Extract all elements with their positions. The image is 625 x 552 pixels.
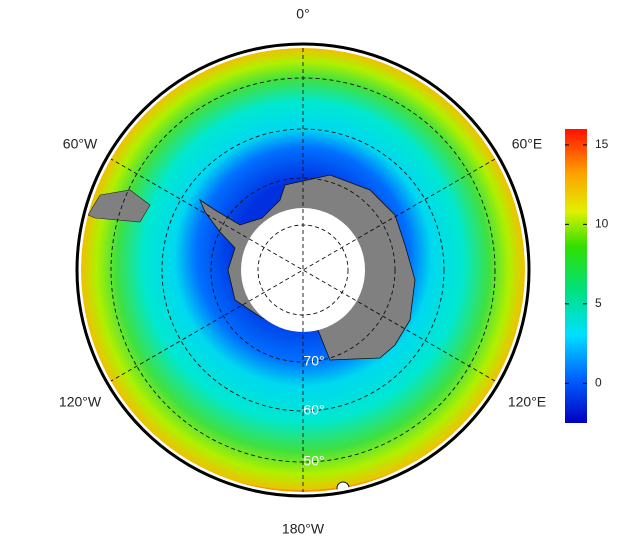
longitude-label: 0° xyxy=(296,6,309,22)
latitude-label: 50° xyxy=(303,453,324,469)
map-border xyxy=(75,42,531,498)
longitude-label: 120°W xyxy=(59,394,102,410)
map-area xyxy=(81,48,525,492)
colorbar-tick-label: 5 xyxy=(595,296,602,310)
land xyxy=(87,189,151,223)
graticule xyxy=(110,48,496,492)
pole-hole xyxy=(241,208,365,332)
warm-region xyxy=(190,470,420,492)
latitude-label: 70° xyxy=(303,353,324,369)
latitude-label: 60° xyxy=(303,402,324,418)
longitude-label: 120°E xyxy=(508,394,546,410)
longitude-label: 180°W xyxy=(282,521,325,537)
colorbar xyxy=(565,129,587,423)
longitude-label: 60°E xyxy=(512,136,543,152)
colorbar-tick-label: 0 xyxy=(595,375,602,389)
colorbar-tick-label: 15 xyxy=(595,137,609,151)
colorbar-tick-label: 10 xyxy=(595,217,609,231)
longitude-label: 60°W xyxy=(63,136,98,152)
